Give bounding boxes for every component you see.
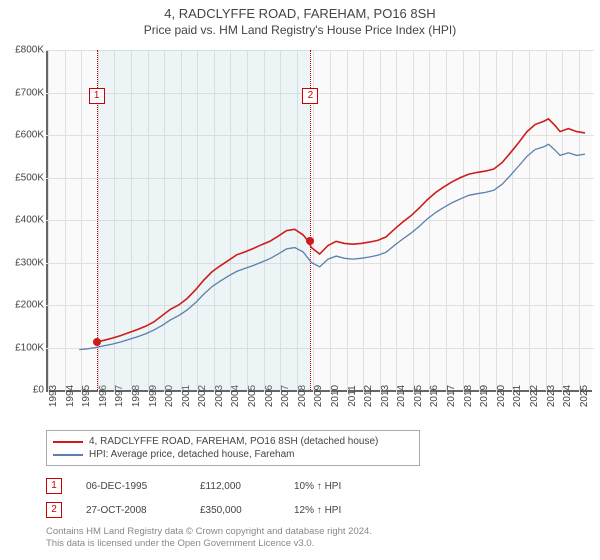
chart-area: £0£100K£200K£300K£400K£500K£600K£700K£80… bbox=[46, 50, 590, 390]
y-axis-tick: £0 bbox=[4, 385, 44, 396]
chart-title: 4, RADCLYFFE ROAD, FAREHAM, PO16 8SH bbox=[0, 0, 600, 21]
y-axis-tick: £700K bbox=[4, 87, 44, 98]
sale-price: £350,000 bbox=[200, 505, 270, 516]
legend: 4, RADCLYFFE ROAD, FAREHAM, PO16 8SH (de… bbox=[46, 430, 420, 466]
y-axis-tick: £100K bbox=[4, 342, 44, 353]
series-line-property bbox=[95, 119, 585, 343]
chart-subtitle: Price paid vs. HM Land Registry's House … bbox=[0, 21, 600, 41]
chart-lines bbox=[46, 50, 590, 390]
footer-line-1: Contains HM Land Registry data © Crown c… bbox=[46, 526, 372, 538]
sale-id-box: 1 bbox=[46, 478, 62, 494]
y-axis-tick: £400K bbox=[4, 215, 44, 226]
sale-id-box: 2 bbox=[46, 502, 62, 518]
legend-swatch bbox=[53, 454, 83, 456]
y-axis-tick: £600K bbox=[4, 130, 44, 141]
legend-label: 4, RADCLYFFE ROAD, FAREHAM, PO16 8SH (de… bbox=[89, 436, 378, 447]
legend-swatch bbox=[53, 441, 83, 443]
sale-date: 06-DEC-1995 bbox=[86, 481, 176, 492]
y-axis-tick: £300K bbox=[4, 257, 44, 268]
legend-row: HPI: Average price, detached house, Fare… bbox=[53, 448, 413, 461]
y-axis-tick: £200K bbox=[4, 300, 44, 311]
y-axis-tick: £500K bbox=[4, 172, 44, 183]
sale-row: 2 27-OCT-2008 £350,000 12% ↑ HPI bbox=[46, 498, 404, 522]
sale-price: £112,000 bbox=[200, 481, 270, 492]
footer-line-2: This data is licensed under the Open Gov… bbox=[46, 538, 372, 550]
legend-label: HPI: Average price, detached house, Fare… bbox=[89, 449, 295, 460]
legend-row: 4, RADCLYFFE ROAD, FAREHAM, PO16 8SH (de… bbox=[53, 435, 413, 448]
sale-row: 1 06-DEC-1995 £112,000 10% ↑ HPI bbox=[46, 474, 404, 498]
attribution-footer: Contains HM Land Registry data © Crown c… bbox=[46, 526, 372, 551]
sale-vs-hpi: 10% ↑ HPI bbox=[294, 481, 404, 492]
sale-vs-hpi: 12% ↑ HPI bbox=[294, 505, 404, 516]
sales-table: 1 06-DEC-1995 £112,000 10% ↑ HPI 2 27-OCT-200… bbox=[46, 474, 404, 522]
series-line-hpi bbox=[79, 144, 585, 349]
y-axis-tick: £800K bbox=[4, 45, 44, 56]
sale-date: 27-OCT-2008 bbox=[86, 505, 176, 516]
